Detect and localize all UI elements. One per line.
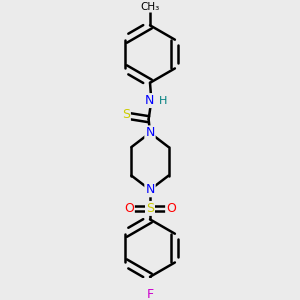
Text: S: S — [146, 202, 154, 215]
Text: N: N — [145, 183, 155, 196]
Text: H: H — [159, 96, 167, 106]
Text: O: O — [166, 202, 176, 215]
Text: F: F — [146, 288, 154, 300]
Text: N: N — [145, 94, 154, 107]
Text: S: S — [122, 108, 130, 121]
Text: N: N — [145, 126, 155, 140]
Text: O: O — [124, 202, 134, 215]
Text: CH₃: CH₃ — [140, 2, 160, 12]
